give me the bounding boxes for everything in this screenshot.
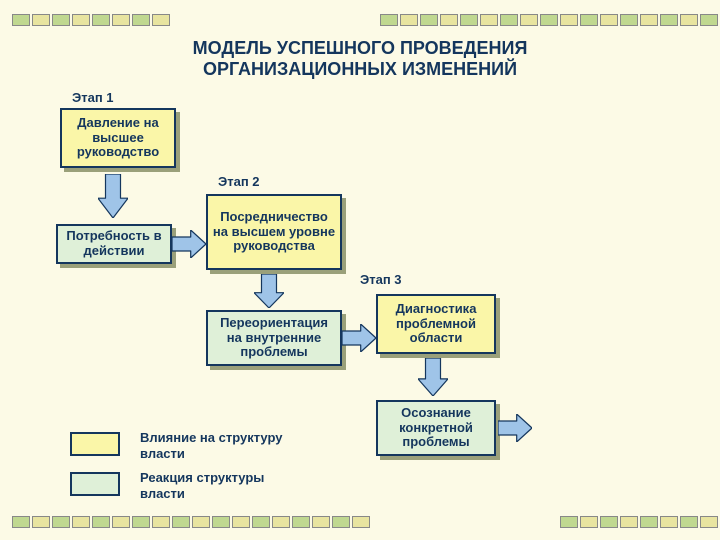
flow-box-b3g: Осознание конкретной проблемы <box>376 400 496 456</box>
decor-cell <box>72 14 90 26</box>
decor-cell <box>132 14 150 26</box>
arrow-1 <box>172 230 206 258</box>
decor-cell <box>72 516 90 528</box>
diagram-title: МОДЕЛЬ УСПЕШНОГО ПРОВЕДЕНИЯ ОРГАНИЗАЦИОН… <box>140 38 580 80</box>
decor-cell <box>32 516 50 528</box>
flow-box-b2g: Переориентация на внутренние проблемы <box>206 310 342 366</box>
decor-cell <box>52 516 70 528</box>
flow-box-b1g: Потребность в действии <box>56 224 172 264</box>
decor-cell <box>660 516 678 528</box>
decor-cell <box>540 14 558 26</box>
arrow-2 <box>254 274 284 308</box>
decor-cell <box>560 516 578 528</box>
legend-label-yellow: Влияние на структуру власти <box>140 430 310 461</box>
stage-label-3: Этап 3 <box>360 272 402 287</box>
decor-cell <box>352 516 370 528</box>
decor-cell <box>332 516 350 528</box>
decor-cell <box>272 516 290 528</box>
flow-box-b2y: Посредничество на высшем уровне руководс… <box>206 194 342 270</box>
decor-cell <box>172 516 190 528</box>
decor-cell <box>700 14 718 26</box>
decor-cell <box>292 516 310 528</box>
decor-cell <box>12 14 30 26</box>
decor-cell <box>640 14 658 26</box>
decor-cell <box>152 516 170 528</box>
arrow-5 <box>498 414 532 442</box>
decor-cell <box>600 14 618 26</box>
decor-cell <box>580 14 598 26</box>
decor-cell <box>212 516 230 528</box>
decor-cell <box>232 516 250 528</box>
arrow-3 <box>342 324 376 352</box>
decor-cell <box>660 14 678 26</box>
decor-cell <box>580 516 598 528</box>
legend-swatch-yellow <box>70 432 120 456</box>
decor-cell <box>92 14 110 26</box>
decor-bar <box>12 516 372 528</box>
decor-cell <box>440 14 458 26</box>
decor-cell <box>380 14 398 26</box>
decor-cell <box>460 14 478 26</box>
stage-label-2: Этап 2 <box>218 174 260 189</box>
decor-cell <box>520 14 538 26</box>
decor-bar <box>560 516 720 528</box>
decor-cell <box>32 14 50 26</box>
decor-cell <box>152 14 170 26</box>
flow-box-b1y: Давление на высшее руководство <box>60 108 176 168</box>
decor-cell <box>500 14 518 26</box>
decor-bar <box>12 14 172 26</box>
decor-cell <box>400 14 418 26</box>
decor-cell <box>112 14 130 26</box>
decor-cell <box>112 516 130 528</box>
decor-cell <box>92 516 110 528</box>
arrow-0 <box>98 174 128 218</box>
legend-label-green: Реакция структуры власти <box>140 470 310 501</box>
decor-cell <box>192 516 210 528</box>
decor-cell <box>52 14 70 26</box>
stage-label-1: Этап 1 <box>72 90 114 105</box>
legend-swatch-green <box>70 472 120 496</box>
flow-box-b3y: Диагностика проблемной области <box>376 294 496 354</box>
decor-cell <box>252 516 270 528</box>
decor-cell <box>700 516 718 528</box>
decor-cell <box>600 516 618 528</box>
decor-cell <box>680 14 698 26</box>
arrow-4 <box>418 358 448 396</box>
decor-cell <box>312 516 330 528</box>
decor-cell <box>620 14 638 26</box>
decor-cell <box>560 14 578 26</box>
decor-bar <box>380 14 720 26</box>
decor-cell <box>12 516 30 528</box>
decor-cell <box>620 516 638 528</box>
decor-cell <box>420 14 438 26</box>
decor-cell <box>640 516 658 528</box>
decor-cell <box>680 516 698 528</box>
decor-cell <box>480 14 498 26</box>
decor-cell <box>132 516 150 528</box>
